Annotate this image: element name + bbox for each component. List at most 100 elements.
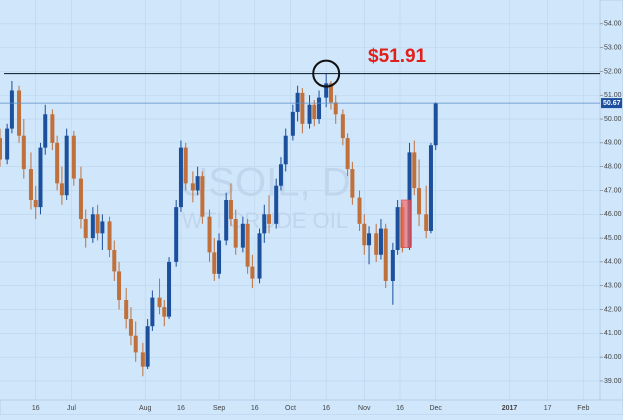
x-tick-label: 16 (32, 405, 40, 412)
candle-body (167, 261, 172, 317)
candle-body (38, 147, 43, 208)
candle-body (383, 228, 388, 281)
candle-body (267, 214, 272, 224)
x-tick-label: 2017 (502, 405, 518, 412)
y-tick-label: 46.00 (604, 211, 622, 218)
x-tick-label: Dec (429, 405, 442, 412)
x-tick-label: Aug (139, 405, 152, 412)
candle-body (224, 200, 229, 241)
x-tick-label: Jul (67, 405, 76, 412)
candle-body (43, 114, 48, 148)
candle-body (307, 104, 312, 124)
candle-body (328, 83, 333, 103)
candle-body (395, 207, 400, 250)
candle-body (424, 214, 429, 231)
last-price-label: 50.67 (603, 100, 621, 107)
candle-body (59, 183, 64, 196)
candle-body (212, 252, 217, 274)
y-tick-label: 51.00 (604, 92, 622, 99)
candle-body (324, 83, 329, 98)
candle-body (233, 219, 238, 248)
candle-body (262, 214, 267, 234)
x-tick-label: Feb (577, 405, 589, 412)
candles (0, 73, 438, 377)
candle-body (83, 219, 88, 239)
candle-body (133, 335, 138, 353)
y-tick-label: 45.00 (604, 235, 622, 242)
candle-body (295, 92, 300, 112)
candle-body (150, 297, 155, 327)
candle-body (140, 352, 145, 367)
y-tick-label: 40.00 (604, 354, 622, 361)
y-tick-label: 49.00 (604, 140, 622, 147)
candle-body (178, 147, 183, 208)
candle-body (412, 152, 417, 189)
y-tick-label: 47.00 (604, 187, 622, 194)
x-tick-label: 16 (251, 405, 259, 412)
y-tick-label: 44.00 (604, 259, 622, 266)
candle-body (71, 135, 76, 179)
candle-body (33, 200, 38, 208)
candle-body (390, 250, 395, 281)
time-axis (0, 399, 623, 416)
candle-body (64, 135, 69, 196)
candle-body (417, 188, 422, 215)
price-annotation: $51.91 (368, 46, 427, 67)
candle-body (378, 228, 383, 255)
y-tick-label: 53.00 (604, 44, 622, 51)
x-tick-label: Sep (213, 405, 226, 412)
price-axis (599, 0, 623, 416)
candle-body (162, 307, 167, 317)
candle-body (350, 169, 355, 198)
candle-body (0, 138, 2, 160)
last-price-box (601, 98, 622, 109)
candle-body (124, 300, 129, 320)
candle-body (367, 233, 372, 246)
overlays: 50.67 (0, 59, 622, 248)
high-circle (312, 59, 341, 88)
candle-body (50, 114, 55, 143)
candle-body (195, 176, 200, 191)
candle-body (17, 90, 22, 136)
x-tick-label: 16 (177, 405, 185, 412)
candle-body (100, 221, 105, 234)
candle-body (257, 233, 262, 279)
candle-body (433, 103, 438, 146)
candle-body (345, 138, 350, 170)
candle-body (107, 221, 112, 250)
y-tick-label: 39.00 (604, 378, 622, 385)
candle-body (207, 216, 212, 253)
grid (0, 0, 600, 400)
candle-body (278, 164, 283, 186)
x-tick-label: 16 (396, 405, 404, 412)
candle-body (128, 319, 133, 336)
candle-body (112, 250, 117, 272)
x-tick-label: 16 (322, 405, 330, 412)
x-tick-label: Nov (358, 405, 371, 412)
y-tick-label: 42.00 (604, 306, 622, 313)
watermark-symbol: USOIL, D (179, 161, 350, 205)
candle-body (290, 111, 295, 136)
candle-body (283, 135, 288, 165)
candle-body (200, 176, 205, 217)
candle-body (357, 197, 362, 224)
candle-body (428, 145, 433, 231)
x-tick-label: Oct (285, 405, 296, 412)
candle-body (362, 223, 367, 246)
candle-body (228, 200, 233, 220)
candle-body (145, 326, 150, 367)
candle-body (245, 223, 250, 267)
candle-body (21, 135, 26, 170)
candle-body (312, 104, 317, 120)
candle-body (317, 97, 322, 120)
y-tick-label: 48.00 (604, 164, 622, 171)
candle-body (90, 214, 95, 239)
y-tick-label: 41.00 (604, 330, 622, 337)
candle-body (274, 185, 279, 224)
candle-body (95, 214, 100, 234)
candle-body (217, 240, 222, 274)
candle-body (333, 102, 338, 115)
candle-body (183, 147, 188, 184)
y-tick-label: 54.00 (604, 21, 622, 28)
candle-body (190, 183, 195, 191)
